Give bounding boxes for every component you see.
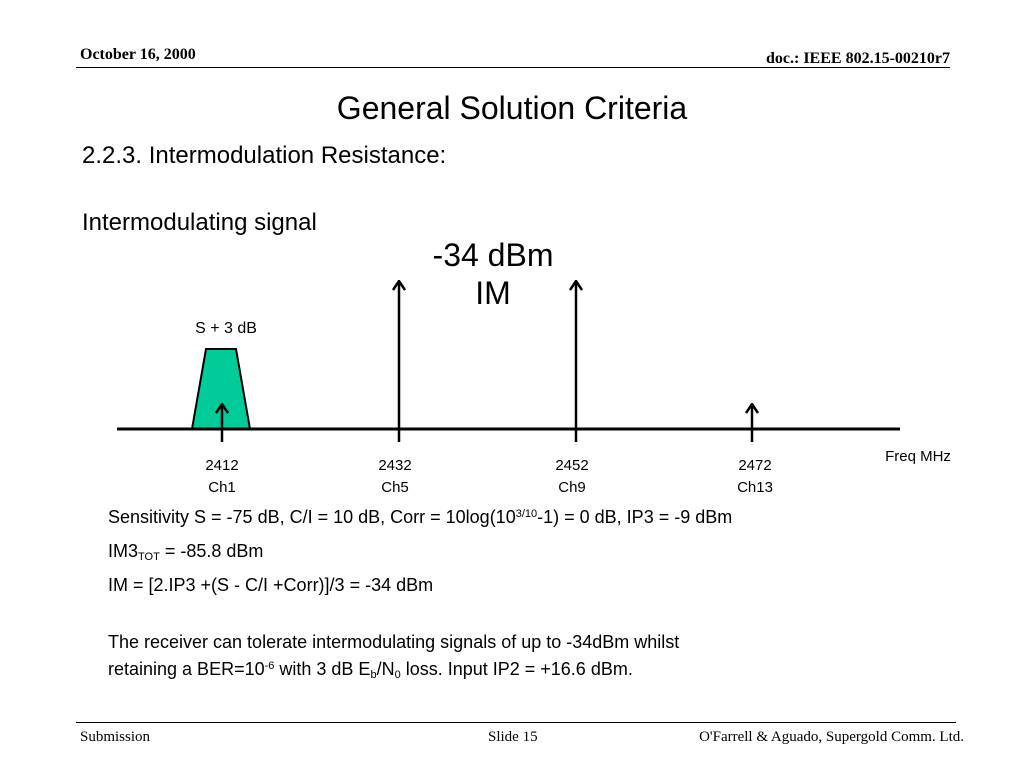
sensitivity-text-a: Sensitivity S = -75 dB, C/I = 10 dB, Cor… [108, 507, 516, 527]
conclusion-text-a: retaining a BER=10 [108, 659, 265, 679]
channel-freq-5: 2432 [378, 457, 411, 474]
im-level-value: -34 dBm [432, 237, 554, 273]
conclusion-text-b: with 3 dB E [274, 659, 371, 679]
eb-subscript: b [370, 669, 377, 681]
im-tag: IM [475, 275, 511, 311]
sensitivity-line: Sensitivity S = -75 dB, C/I = 10 dB, Cor… [108, 507, 732, 528]
conclusion-text-d: loss. Input IP2 = +16.6 dBm. [400, 659, 633, 679]
footer-divider [76, 722, 956, 723]
header-doc-id: doc.: IEEE 802.15-00210r7 [766, 50, 950, 67]
header-date: October 16, 2000 [80, 46, 196, 63]
header-divider [76, 67, 950, 68]
footer-slide-number: Slide 15 [488, 729, 538, 745]
conclusion-text-c: /N [376, 659, 395, 679]
intermodulating-signal-label: Intermodulating signal [82, 209, 317, 236]
im3-value: = -85.8 dBm [159, 541, 264, 561]
im3-text: IM3 [108, 541, 139, 561]
im3-line: IM3TOT = -85.8 dBm [108, 541, 263, 563]
channel-freq-1: 2412 [205, 457, 238, 474]
n0-subscript: 0 [394, 669, 401, 681]
slide-title: General Solution Criteria [336, 90, 688, 126]
sensitivity-text-b: -1) = 0 dB, IP3 = -9 dBm [537, 507, 733, 527]
channel-freq-13: 2472 [738, 457, 771, 474]
axis-label: Freq MHz [885, 448, 951, 465]
im-formula-line: IM = [2.IP3 +(S - C/I +Corr)]/3 = -34 dB… [108, 575, 434, 595]
conclusion-line-2: retaining a BER=10-6 with 3 dB Eb/N0 los… [108, 659, 633, 681]
channel-name-5: Ch5 [381, 479, 409, 496]
im3-subscript: TOT [138, 551, 160, 563]
section-heading: 2.2.3. Intermodulation Resistance: [82, 142, 447, 169]
channel-name-9: Ch9 [558, 479, 586, 496]
sensitivity-exponent: 3/10 [515, 508, 538, 520]
im-level-label: -34 dBm IM [400, 236, 586, 312]
footer-authors: O'Farrell & Aguado, Supergold Comm. Ltd. [699, 729, 964, 745]
channel-name-13: Ch13 [737, 479, 773, 496]
footer-submission: Submission [80, 729, 151, 745]
wanted-signal-label: S + 3 dB [195, 320, 257, 337]
conclusion-line-1: The receiver can tolerate intermodulatin… [108, 632, 680, 652]
ber-exponent: -6 [264, 660, 275, 672]
channel-name-1: Ch1 [208, 479, 236, 496]
channel-freq-9: 2452 [555, 457, 588, 474]
